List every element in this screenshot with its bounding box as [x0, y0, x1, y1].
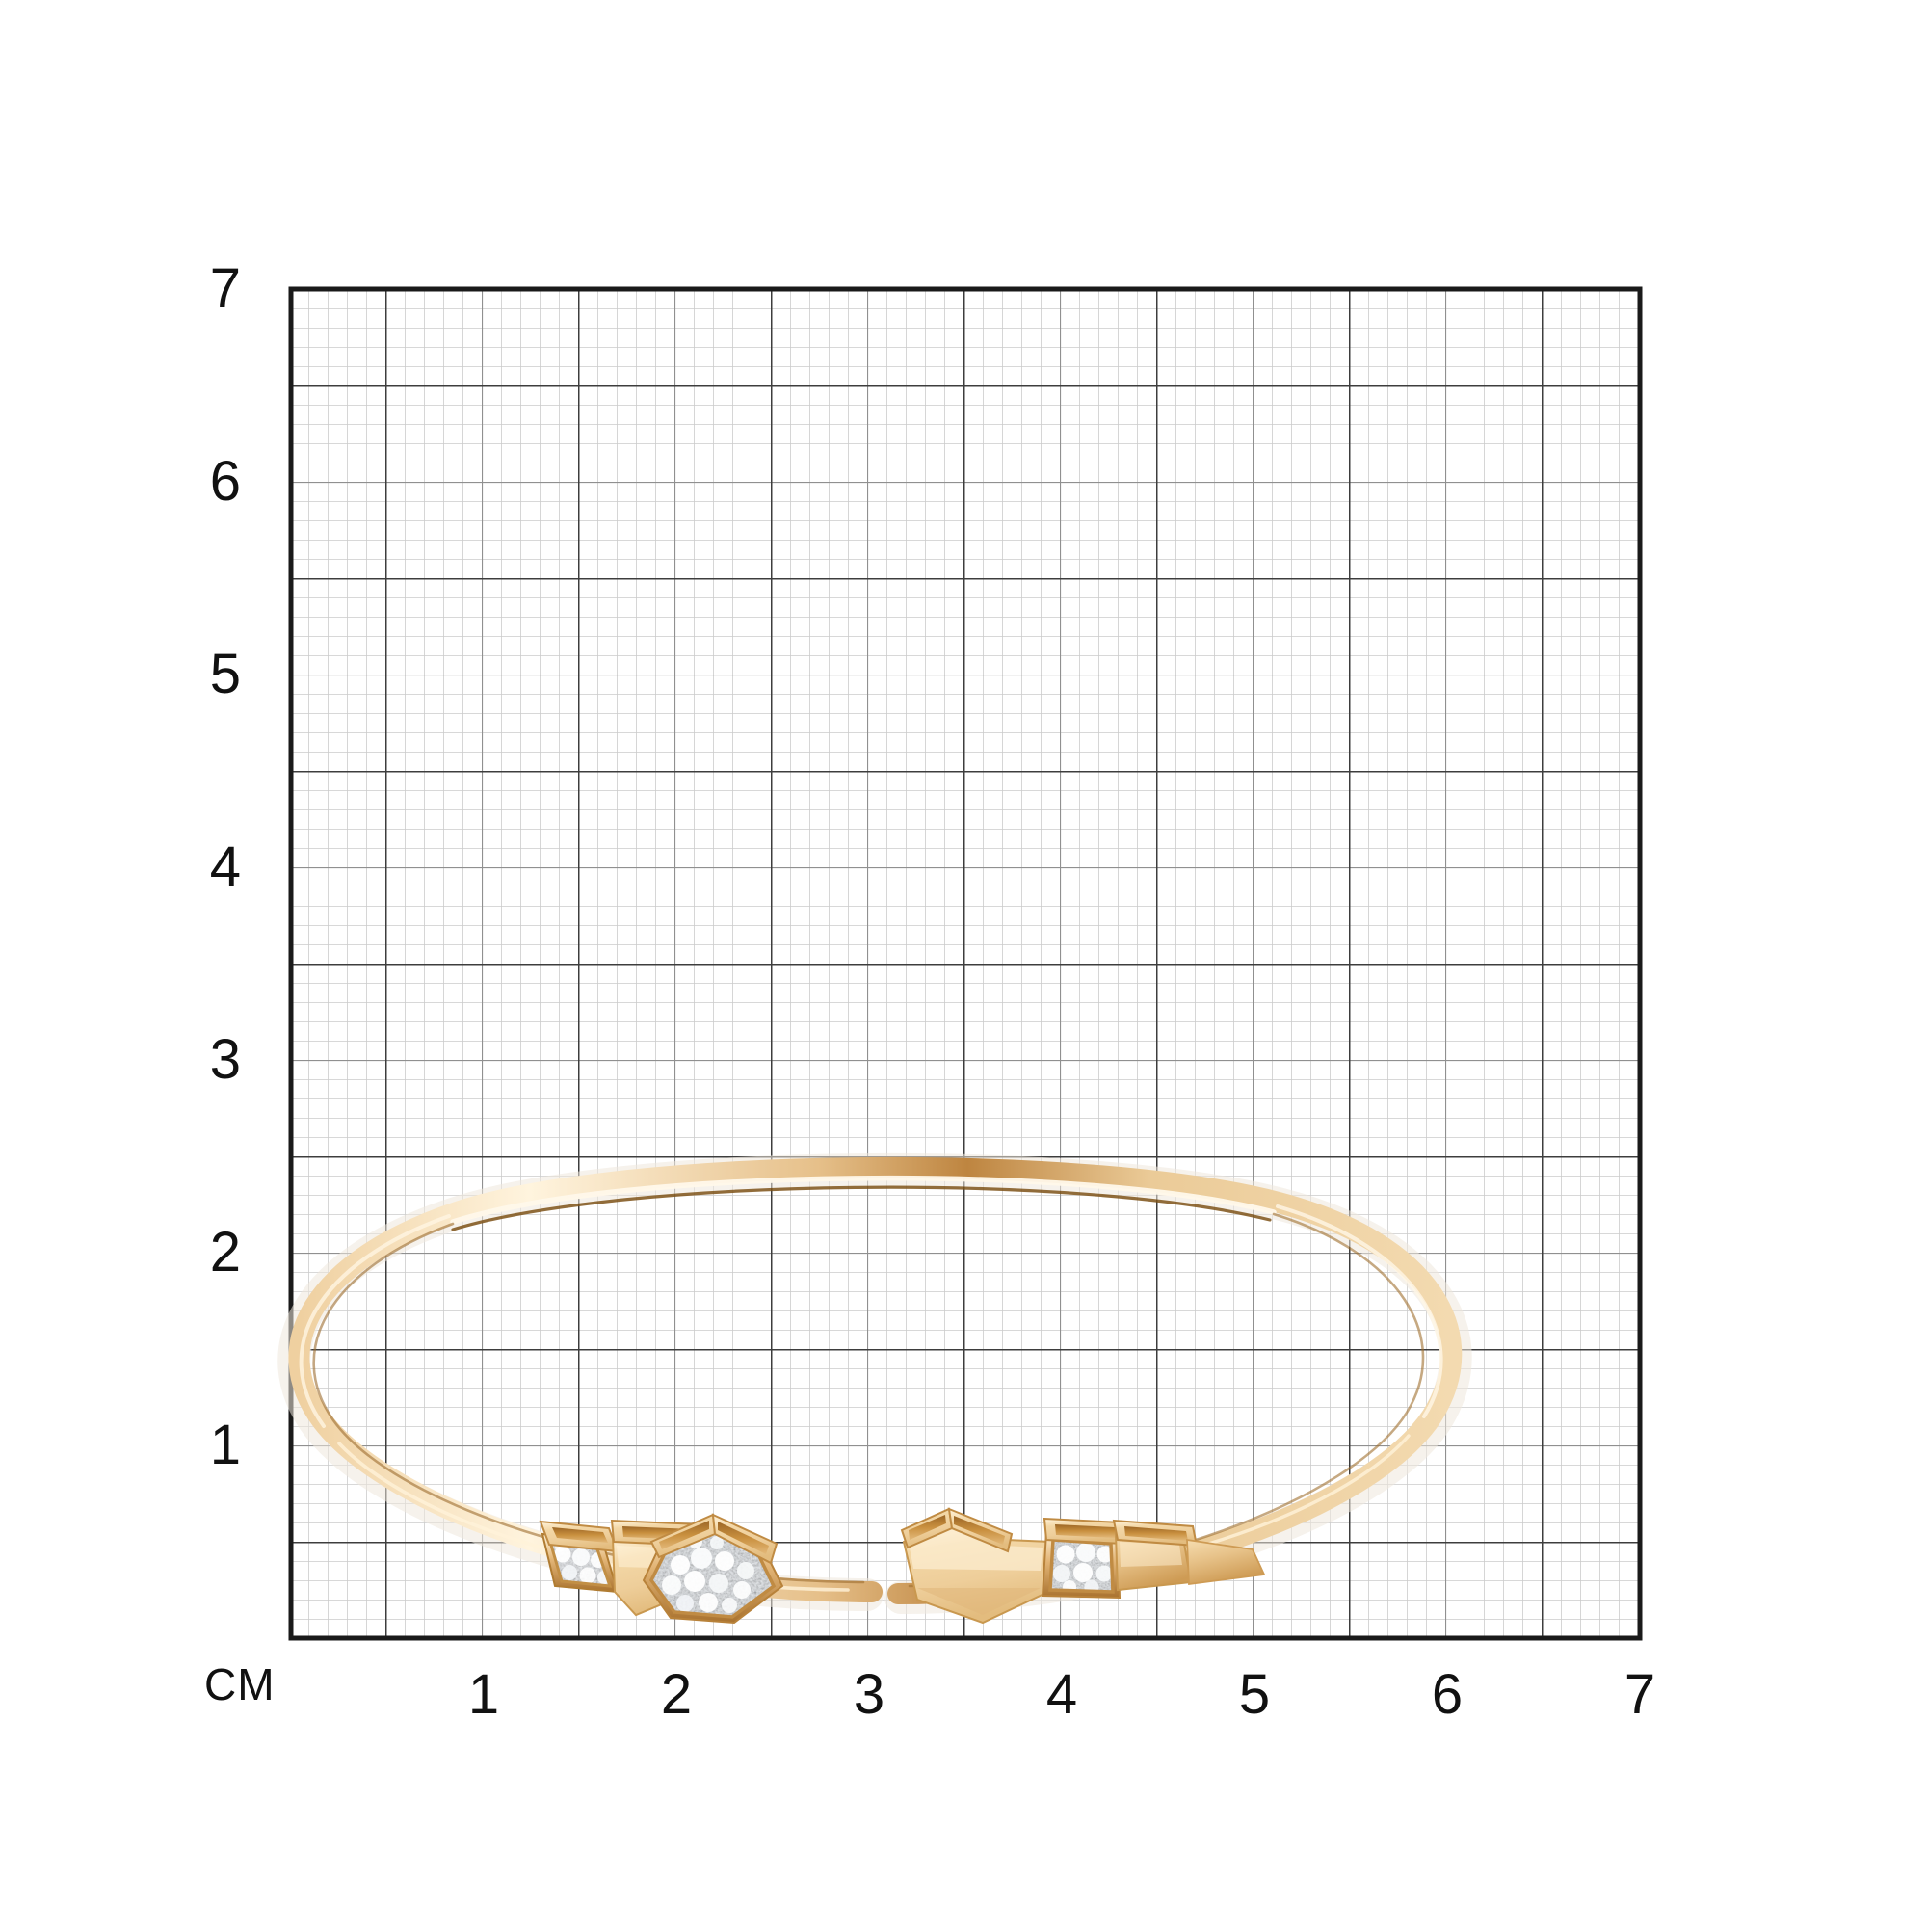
- y-tick-6: 6: [209, 450, 241, 513]
- bangle-bracelet-product: [277, 1152, 1472, 1625]
- right-terminal: [900, 1507, 1266, 1625]
- unit-label-cm: CM: [204, 1659, 276, 1709]
- x-tick-2: 2: [660, 1663, 693, 1726]
- right-outer-gold-panel: [1114, 1532, 1193, 1592]
- right-chevron-groove: [900, 1507, 1014, 1553]
- y-tick-5: 5: [209, 643, 241, 705]
- x-tick-4: 4: [1045, 1663, 1078, 1726]
- x-tick-5: 5: [1238, 1663, 1271, 1726]
- y-tick-2: 2: [209, 1221, 241, 1284]
- x-tick-7: 7: [1623, 1663, 1656, 1726]
- left-terminal: [539, 1513, 784, 1625]
- right-taper: [1186, 1538, 1266, 1586]
- right-pave-panel: [1041, 1530, 1122, 1600]
- x-tick-6: 6: [1431, 1663, 1464, 1726]
- y-tick-1: 1: [209, 1414, 241, 1476]
- right-groove-bar-1: [1043, 1517, 1125, 1546]
- x-tick-1: 1: [467, 1663, 500, 1726]
- x-tick-3: 3: [853, 1663, 885, 1726]
- ruler-grid: [288, 286, 1643, 1641]
- bracelet-band: [277, 1152, 1472, 1614]
- y-tick-7: 7: [209, 257, 241, 320]
- y-tick-3: 3: [209, 1028, 241, 1091]
- left-chevron-groove: [649, 1513, 779, 1565]
- y-tick-4: 4: [209, 835, 241, 898]
